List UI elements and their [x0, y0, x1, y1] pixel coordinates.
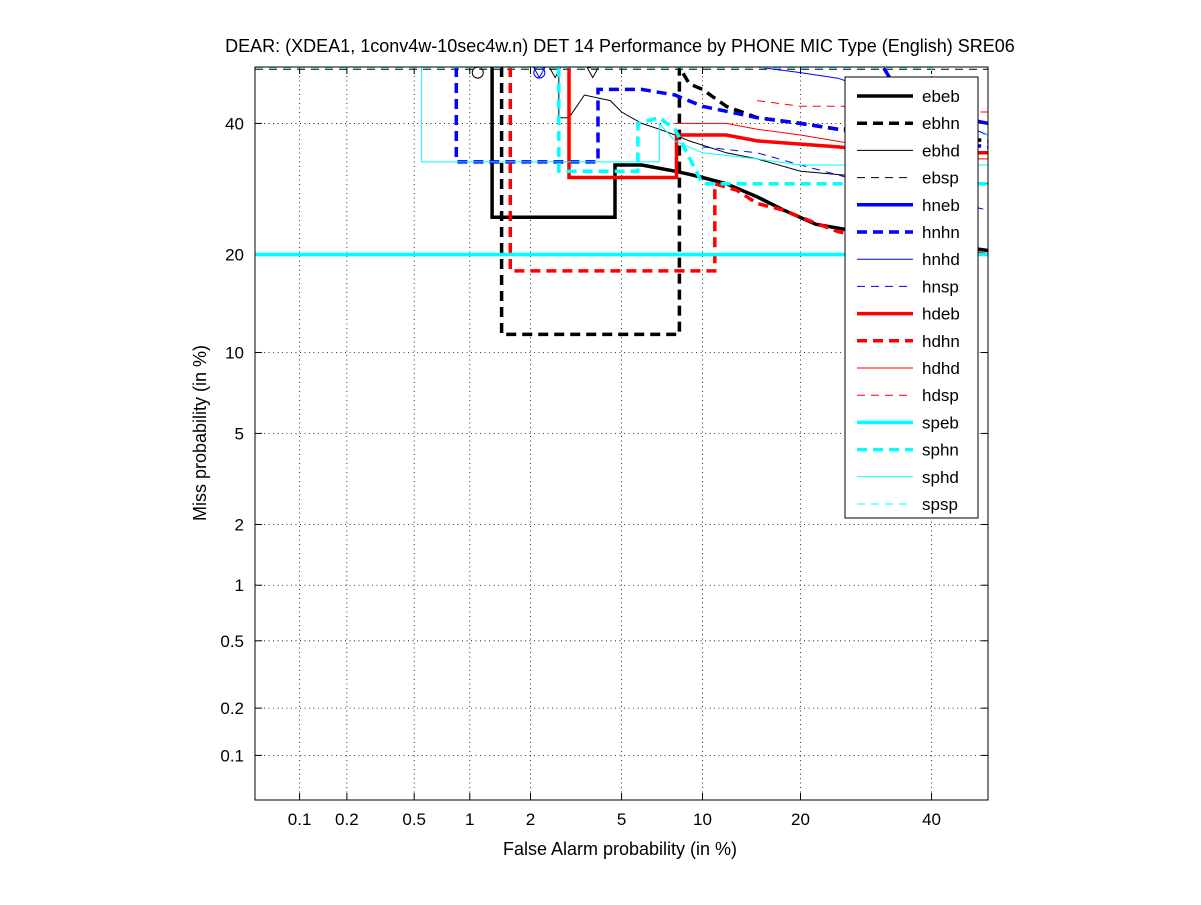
y-tick-label: 0.2	[220, 699, 244, 718]
y-tick-label: 10	[225, 343, 244, 362]
x-tick-label: 10	[693, 810, 712, 829]
legend-label-hnhn: hnhn	[922, 223, 960, 242]
legend-label-ebsp: ebsp	[922, 169, 959, 188]
series-line-sphd	[421, 67, 988, 166]
y-tick-labels: 0.1 0.2 0.5 1 2 5 10 20 40	[220, 114, 244, 765]
legend-label-sphn: sphn	[922, 441, 959, 460]
legend: ebeb ebhn ebhd ebsp hneb hnhn hnhd hnsp hdeb hdhn…	[844, 76, 979, 519]
legend-label-speb: speb	[922, 413, 959, 432]
legend-label-hdhn: hdhn	[922, 332, 960, 351]
x-tick-label: 2	[526, 810, 535, 829]
legend-label-hdhd: hdhd	[922, 359, 960, 378]
legend-label-ebhd: ebhd	[922, 141, 960, 160]
x-tick-label: 1	[465, 810, 474, 829]
y-tick-label: 1	[235, 576, 244, 595]
legend-label-spsp: spsp	[922, 495, 958, 514]
series-line-ebhn	[499, 67, 988, 337]
x-tick-label: 0.5	[402, 810, 426, 829]
x-tick-label: 40	[922, 810, 941, 829]
y-tick-label: 0.5	[220, 632, 244, 651]
series-line-sphn	[557, 67, 988, 186]
y-axis-label: Miss probability (in %)	[190, 345, 210, 521]
y-tick-label: 20	[225, 245, 244, 264]
chart-title: DEAR: (XDEA1, 1conv4w-10sec4w.n) DET 14 …	[225, 36, 1015, 56]
x-tick-label: 0.2	[335, 810, 359, 829]
plot-frame	[254, 66, 989, 801]
series-line-spsp	[255, 67, 988, 136]
y-tick-label: 5	[235, 424, 244, 443]
legend-label-hdeb: hdeb	[922, 305, 960, 324]
legend-label-hneb: hneb	[922, 196, 960, 215]
x-tick-label: 5	[617, 810, 626, 829]
legend-label-ebeb: ebeb	[922, 87, 960, 106]
legend-label-hnhd: hnhd	[922, 250, 960, 269]
y-tick-label: 40	[225, 114, 244, 133]
y-tick-label: 0.1	[220, 746, 244, 765]
y-tick-label: 2	[235, 515, 244, 534]
x-tick-label: 20	[791, 810, 810, 829]
series-line-hnhn	[454, 67, 988, 164]
legend-label-sphd: sphd	[922, 468, 959, 487]
legend-label-hnsp: hnsp	[922, 277, 959, 296]
x-tick-labels: 0.1 0.2 0.5 1 2 5 10 20 40	[288, 810, 941, 829]
legend-label-ebhn: ebhn	[922, 114, 960, 133]
legend-label-hdsp: hdsp	[922, 386, 959, 405]
x-axis-label: False Alarm probability (in %)	[503, 839, 737, 859]
x-tick-label: 0.1	[288, 810, 312, 829]
